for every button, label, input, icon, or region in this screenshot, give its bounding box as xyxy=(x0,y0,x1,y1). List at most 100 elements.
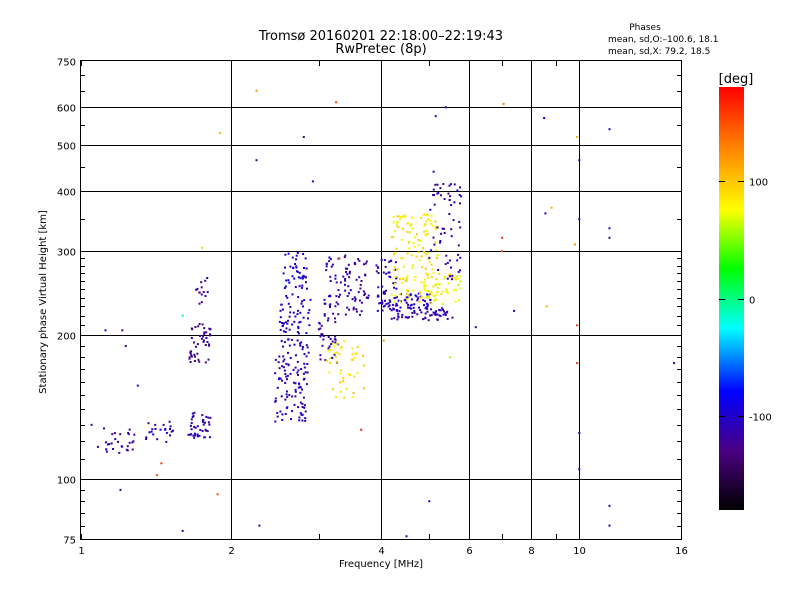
data-point xyxy=(434,220,437,223)
data-point xyxy=(299,320,302,323)
data-point xyxy=(442,308,444,311)
data-point xyxy=(188,356,191,359)
data-point xyxy=(381,301,384,304)
data-point xyxy=(382,292,385,295)
data-point xyxy=(292,381,295,384)
data-point xyxy=(301,388,303,391)
data-point xyxy=(459,280,462,283)
data-point xyxy=(299,412,302,415)
data-point xyxy=(443,277,446,280)
data-point xyxy=(204,421,207,424)
data-point xyxy=(335,281,338,284)
data-point xyxy=(209,333,211,336)
data-point xyxy=(282,360,285,363)
data-point xyxy=(408,306,411,309)
data-point xyxy=(354,298,357,300)
data-point xyxy=(330,265,333,268)
data-point xyxy=(126,445,129,448)
data-point xyxy=(440,232,443,235)
data-point xyxy=(429,220,432,222)
data-point xyxy=(436,286,439,289)
data-point xyxy=(255,89,258,92)
data-point xyxy=(406,222,409,225)
data-point xyxy=(201,246,204,249)
data-point xyxy=(350,358,353,361)
data-point xyxy=(299,344,302,347)
data-point xyxy=(449,273,452,276)
data-point xyxy=(285,375,288,378)
data-point xyxy=(576,362,579,365)
data-point xyxy=(392,307,395,310)
data-point xyxy=(376,309,379,312)
data-point xyxy=(190,418,193,421)
data-point xyxy=(193,436,196,439)
data-point xyxy=(290,338,293,341)
data-point xyxy=(460,195,463,198)
data-point xyxy=(113,432,116,435)
data-point xyxy=(409,304,412,307)
data-point xyxy=(459,269,462,272)
data-point xyxy=(427,218,430,221)
data-point xyxy=(289,372,292,375)
data-point xyxy=(390,309,393,312)
data-point xyxy=(327,317,330,320)
data-point xyxy=(181,314,184,317)
data-point xyxy=(291,275,294,278)
data-point xyxy=(287,363,290,366)
data-point xyxy=(328,295,330,298)
data-point xyxy=(431,268,434,271)
data-point xyxy=(200,337,203,340)
x-tick-labels: 1 2 4 6 8 10 16 xyxy=(78,546,688,557)
data-point xyxy=(347,263,350,266)
data-point xyxy=(196,343,199,346)
data-point xyxy=(201,414,204,417)
data-point xyxy=(278,320,281,323)
data-point xyxy=(349,270,351,273)
data-point xyxy=(336,342,339,345)
data-point xyxy=(388,260,391,263)
data-point xyxy=(359,313,361,316)
data-point xyxy=(300,341,303,344)
data-point xyxy=(430,214,433,217)
data-point xyxy=(415,255,418,258)
data-point xyxy=(276,411,279,414)
data-point xyxy=(383,259,386,262)
colorbar-ticks: 100 0 -100 xyxy=(719,178,772,424)
data-point xyxy=(402,277,405,280)
data-point xyxy=(200,281,203,284)
data-point xyxy=(105,450,108,453)
data-point xyxy=(441,307,444,310)
data-point xyxy=(320,333,323,336)
data-point xyxy=(190,422,193,425)
data-point xyxy=(329,361,332,364)
data-point xyxy=(544,212,547,215)
data-point xyxy=(128,441,131,444)
data-point xyxy=(208,423,211,426)
data-point xyxy=(398,293,401,296)
data-point xyxy=(198,302,201,305)
data-point xyxy=(451,274,454,277)
data-point xyxy=(346,267,349,270)
stats-heading: Phases xyxy=(629,23,661,33)
data-point xyxy=(344,283,346,286)
data-point xyxy=(405,288,408,291)
data-point xyxy=(398,278,401,280)
data-point xyxy=(298,321,301,324)
data-point xyxy=(304,276,307,279)
data-point xyxy=(397,226,400,228)
data-point xyxy=(105,448,108,451)
data-point xyxy=(420,296,423,298)
data-point xyxy=(301,348,304,351)
data-point xyxy=(399,306,402,309)
data-point xyxy=(190,428,193,431)
data-point xyxy=(392,236,395,239)
data-point xyxy=(294,315,297,318)
data-point xyxy=(608,504,611,507)
data-point xyxy=(294,263,297,265)
data-point xyxy=(428,500,431,503)
data-point xyxy=(147,422,150,425)
data-point xyxy=(435,256,438,259)
data-point xyxy=(380,258,383,261)
data-point xyxy=(434,299,437,302)
data-point xyxy=(432,285,435,288)
